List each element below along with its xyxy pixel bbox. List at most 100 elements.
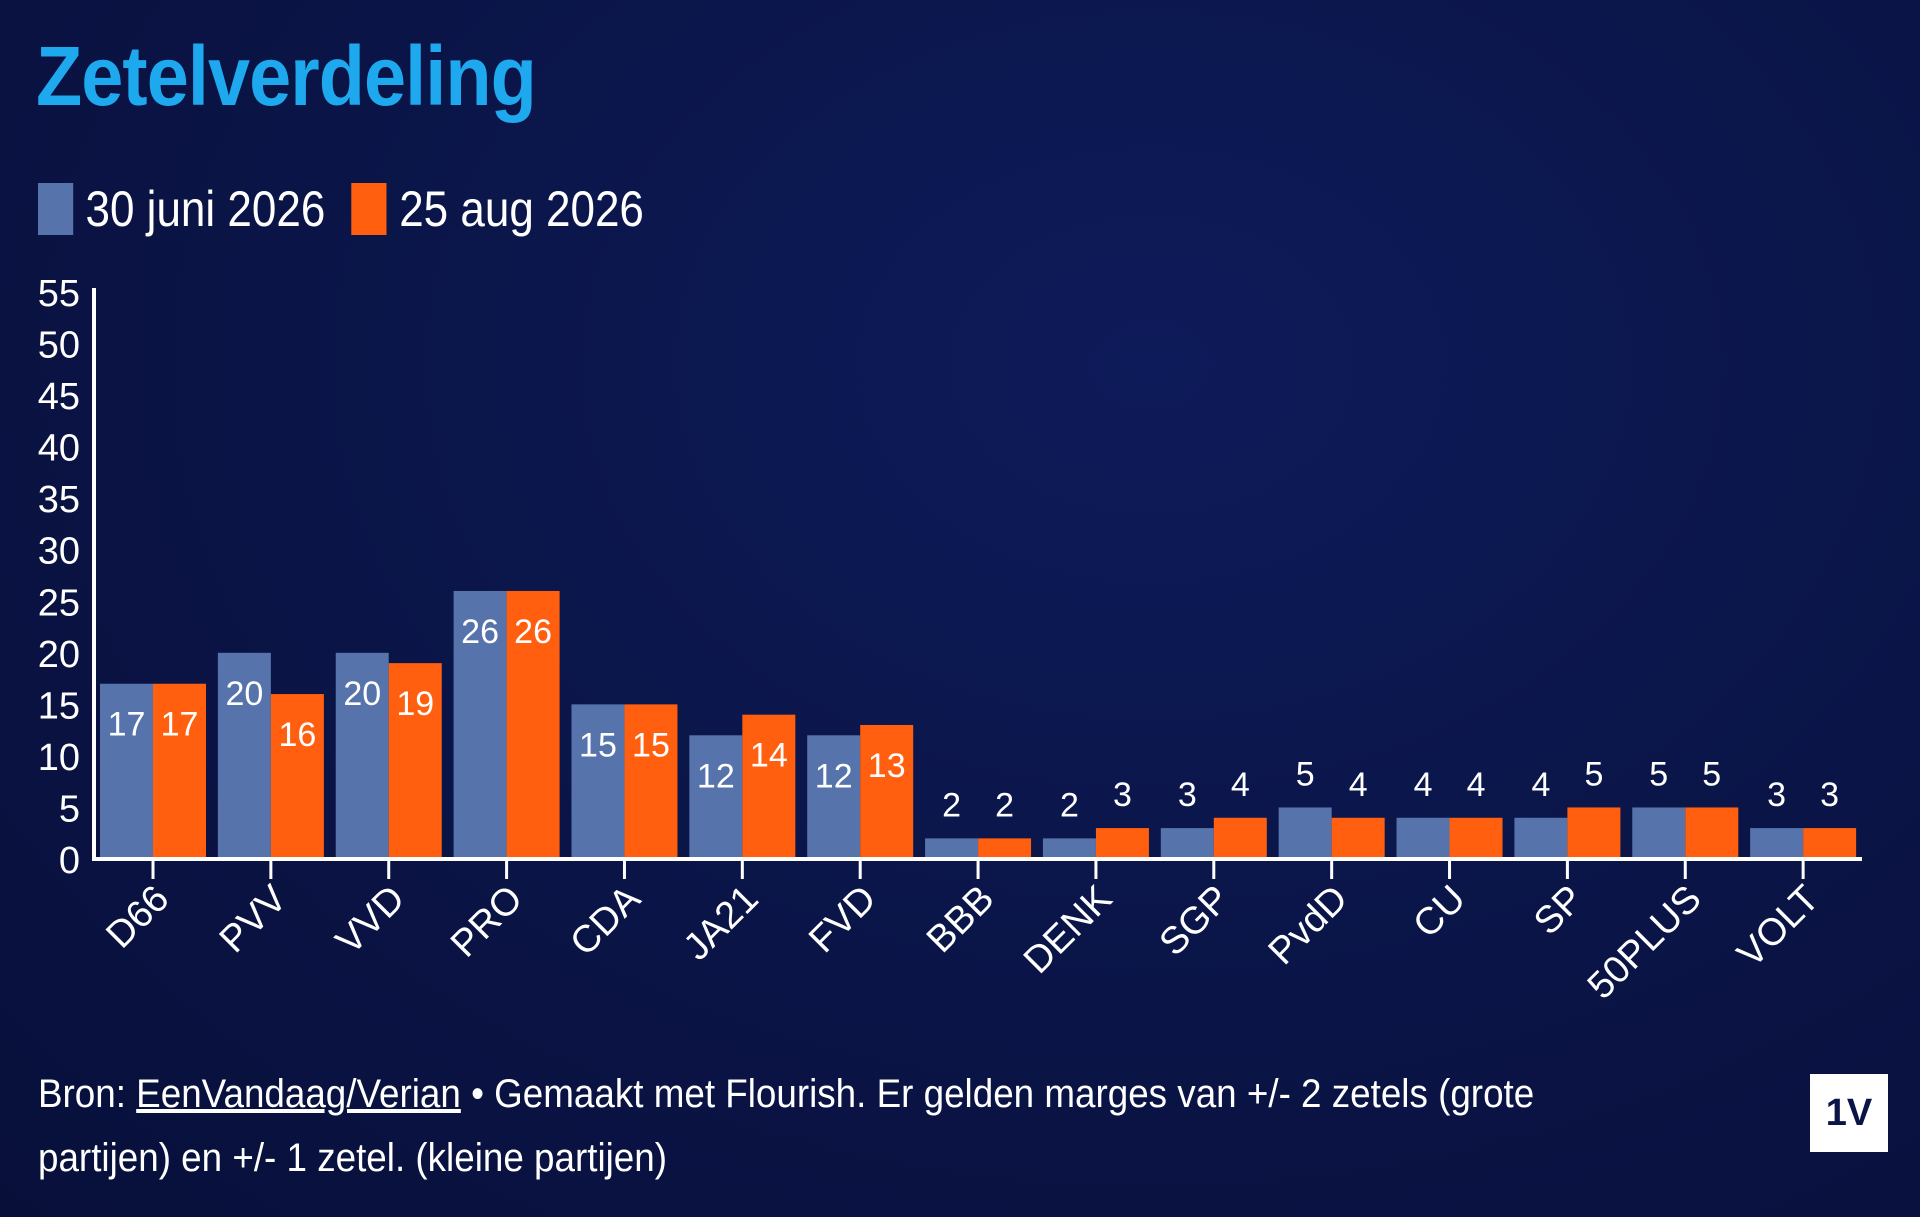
y-tick-label: 55 [38,273,80,315]
data-label: 20 [225,675,263,713]
bar-d66-series-1 [100,683,153,859]
y-tick-label: 15 [38,685,80,727]
bar-ja21-series-1 [689,735,743,859]
legend-item-series-2: 25 aug 2026 [351,180,644,238]
footer-text: • Gemaakt met Flourish. Er gelden marges… [38,1072,1535,1180]
bar-volt-series-1 [1750,828,1804,859]
x-tick-label: 50PLUS [1580,878,1710,1008]
data-label: 5 [1296,755,1315,793]
data-label: 3 [1113,776,1132,814]
data-label: 13 [868,747,906,785]
bar-vvd-series-1 [335,652,389,859]
data-label: 17 [161,706,199,744]
bar-sgp-series-1 [1160,828,1214,859]
data-label: 17 [108,706,146,744]
chart-title: Zetelverdeling [36,29,537,123]
y-tick-label: 50 [38,325,80,367]
bar-cu-series-1 [1396,817,1450,859]
data-label: 4 [1467,766,1486,804]
data-label: 26 [514,613,552,651]
bar-cda-series-1 [571,704,625,859]
bar-pvdd-series-2 [1331,817,1385,859]
bar-denk-series-2 [1095,828,1149,859]
bar-d66-series-2 [153,683,206,859]
y-tick-label: 25 [38,582,80,624]
bar-pro-series-2 [506,590,560,859]
x-tick-label: CU [1405,878,1474,947]
x-tick-label: SGP [1152,878,1238,964]
y-tick-label: 10 [38,737,80,779]
bar-cda-series-2 [624,704,678,859]
x-tick-label: VOLT [1730,878,1828,976]
source-link[interactable]: EenVandaag/Verian [136,1072,461,1116]
legend-item-series-1: 30 juni 2026 [38,180,325,238]
bar-sp-series-1 [1514,817,1568,859]
bar-fvd-series-2 [860,724,914,859]
data-label: 5 [1584,755,1603,793]
x-tick-label: CDA [562,877,649,964]
y-tick-label: 0 [59,840,80,882]
x-tick-label: PRO [443,878,531,966]
data-label: 4 [1231,766,1250,804]
bar-denk-series-1 [1042,838,1096,859]
data-label: 12 [815,757,853,795]
data-label: 26 [461,613,499,651]
y-tick-label: 40 [38,428,80,470]
bar-sp-series-2 [1567,807,1621,859]
data-label: 4 [1414,766,1433,804]
data-label: 2 [995,786,1014,824]
data-label: 2 [942,786,961,824]
bar-50plus-series-1 [1632,807,1686,859]
data-label: 14 [750,737,788,775]
data-label: 15 [632,726,670,764]
bar-pvv-series-2 [270,694,324,859]
y-tick-label: 5 [59,788,80,830]
y-tick-label: 35 [38,479,80,521]
data-label: 16 [278,716,316,754]
data-label: 4 [1531,766,1550,804]
x-tick-label: D66 [98,878,177,957]
bar-pvdd-series-1 [1278,807,1332,859]
x-tick-label: VVD [328,878,413,963]
bar-pvv-series-1 [217,652,271,859]
bar-ja21-series-2 [742,714,796,859]
data-label: 4 [1349,766,1368,804]
data-label: 19 [396,685,434,723]
data-label: 3 [1820,776,1839,814]
x-tick-label: JA21 [676,878,767,969]
bar-bbb-series-1 [925,838,979,859]
x-tick-label: FVD [801,878,884,961]
x-tick-label: BBB [919,878,1002,961]
data-label: 20 [343,675,381,713]
legend-label-series-1: 30 juni 2026 [85,181,326,237]
bar-volt-series-2 [1803,828,1857,859]
x-tick-label: SP [1526,878,1592,944]
x-tick-label: PVV [212,877,296,961]
bar-50plus-series-2 [1685,807,1739,859]
eenvandaag-logo: 1V [1810,1074,1888,1152]
bar-pro-series-1 [453,590,507,859]
data-label: 2 [1060,786,1079,824]
y-tick-label: 45 [38,376,80,418]
source-footer: Bron: EenVandaag/Verian • Gemaakt met Fl… [38,1062,1602,1190]
data-label: 15 [579,726,617,764]
data-label: 5 [1702,755,1721,793]
legend-swatch-series-2 [351,183,387,235]
data-label: 3 [1178,776,1197,814]
bar-fvd-series-1 [807,735,861,859]
bar-vvd-series-2 [388,663,442,859]
data-label: 3 [1767,776,1786,814]
data-label: 12 [697,757,735,795]
data-label: 5 [1649,755,1668,793]
bar-sgp-series-2 [1213,817,1267,859]
bar-cu-series-2 [1449,817,1503,859]
bar-bbb-series-2 [978,838,1032,859]
legend-label-series-2: 25 aug 2026 [399,181,644,237]
legend-swatch-series-1 [38,183,74,235]
y-tick-label: 20 [38,634,80,676]
y-tick-label: 30 [38,531,80,573]
footer-prefix: Bron: [38,1072,137,1116]
x-tick-label: DENK [1016,878,1120,982]
legend: 30 juni 2026 25 aug 2026 [38,180,670,238]
